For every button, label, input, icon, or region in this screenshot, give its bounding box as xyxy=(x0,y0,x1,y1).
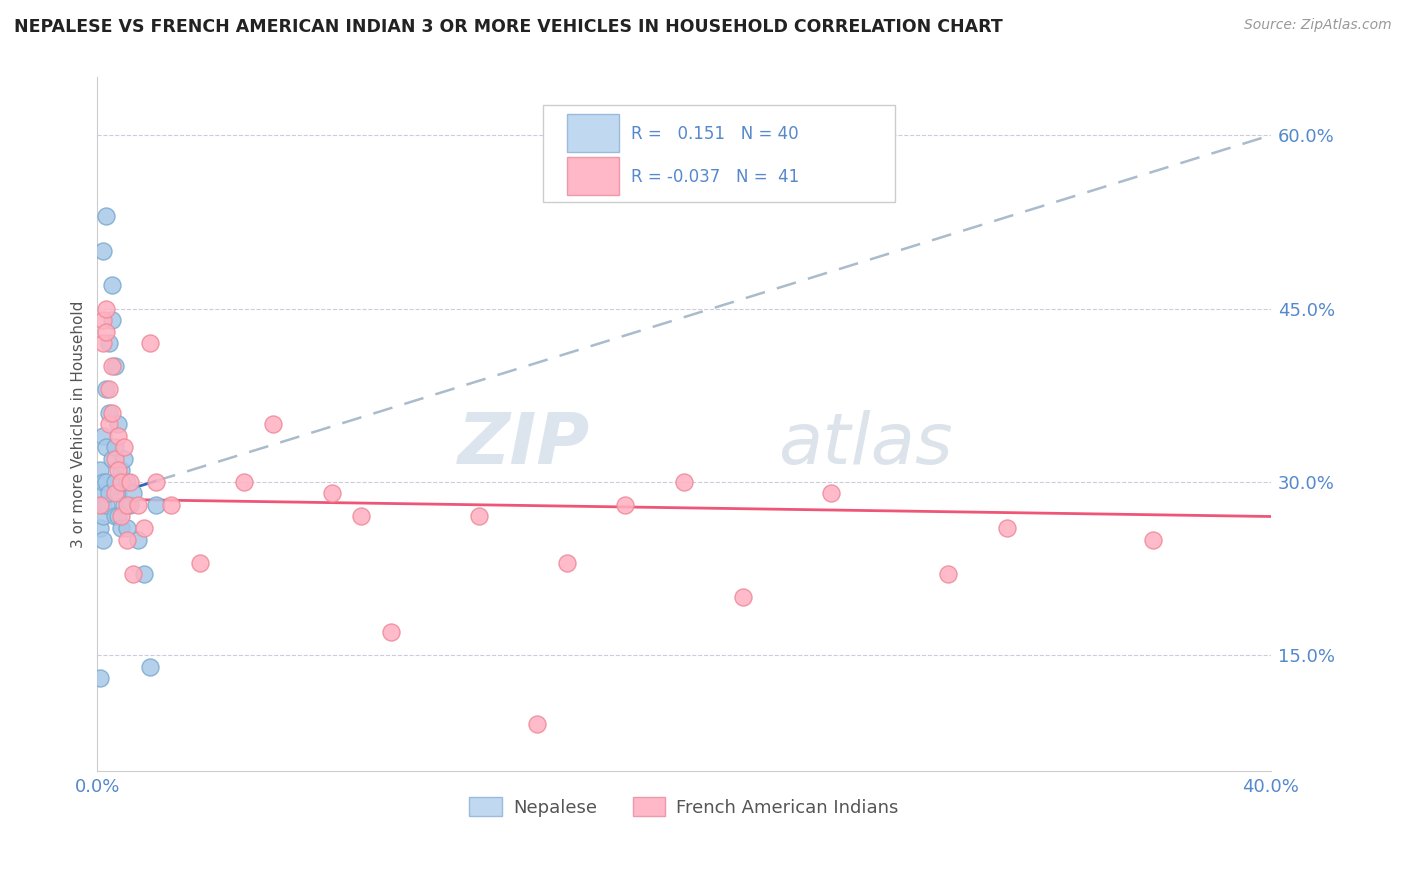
Point xyxy=(262,417,284,431)
Point xyxy=(110,521,132,535)
Point xyxy=(91,428,114,442)
Point xyxy=(94,301,117,316)
Point xyxy=(673,475,696,489)
Point xyxy=(91,336,114,351)
Point xyxy=(115,475,138,489)
Legend: Nepalese, French American Indians: Nepalese, French American Indians xyxy=(463,790,905,824)
Point xyxy=(104,359,127,374)
Point xyxy=(101,451,124,466)
Point xyxy=(121,567,143,582)
Bar xyxy=(567,157,620,195)
Point xyxy=(127,533,149,547)
Text: NEPALESE VS FRENCH AMERICAN INDIAN 3 OR MORE VEHICLES IN HOUSEHOLD CORRELATION C: NEPALESE VS FRENCH AMERICAN INDIAN 3 OR … xyxy=(14,18,1002,36)
Text: atlas: atlas xyxy=(778,410,952,479)
Point xyxy=(98,383,121,397)
Point xyxy=(91,498,114,512)
Point xyxy=(731,591,754,605)
Point xyxy=(104,509,127,524)
Point xyxy=(89,463,111,477)
Point xyxy=(110,463,132,477)
Point xyxy=(467,509,489,524)
Point xyxy=(94,325,117,339)
Point xyxy=(101,313,124,327)
Point xyxy=(104,486,127,500)
Point xyxy=(101,359,124,374)
Point xyxy=(104,475,127,489)
Point xyxy=(380,625,402,640)
Point xyxy=(118,498,141,512)
Point xyxy=(526,717,548,731)
Text: R =   0.151   N = 40: R = 0.151 N = 40 xyxy=(631,125,799,143)
FancyBboxPatch shape xyxy=(543,105,896,202)
Point xyxy=(89,486,111,500)
Point xyxy=(118,475,141,489)
Point xyxy=(94,440,117,454)
Point xyxy=(91,533,114,547)
Point xyxy=(188,556,211,570)
Point xyxy=(94,383,117,397)
Point xyxy=(127,498,149,512)
Point xyxy=(94,209,117,223)
Point xyxy=(112,451,135,466)
Point xyxy=(139,336,162,351)
Point xyxy=(555,556,578,570)
Point xyxy=(91,313,114,327)
Point xyxy=(91,475,114,489)
Point xyxy=(89,671,111,685)
Point xyxy=(1142,533,1164,547)
Point xyxy=(115,498,138,512)
Point xyxy=(139,659,162,673)
Point xyxy=(94,498,117,512)
Y-axis label: 3 or more Vehicles in Household: 3 or more Vehicles in Household xyxy=(72,301,86,548)
Text: Source: ZipAtlas.com: Source: ZipAtlas.com xyxy=(1244,18,1392,32)
Point xyxy=(104,451,127,466)
Bar xyxy=(567,114,620,153)
Point xyxy=(614,498,637,512)
Point xyxy=(134,567,156,582)
Point xyxy=(94,475,117,489)
Point xyxy=(936,567,959,582)
Point xyxy=(89,521,111,535)
Point xyxy=(107,428,129,442)
Point xyxy=(145,475,167,489)
Text: ZIP: ZIP xyxy=(458,410,591,479)
Point xyxy=(107,463,129,477)
Point xyxy=(145,498,167,512)
Point xyxy=(134,521,156,535)
Point xyxy=(995,521,1018,535)
Point xyxy=(321,486,343,500)
Point xyxy=(89,498,111,512)
Point xyxy=(233,475,256,489)
Point xyxy=(107,486,129,500)
Point xyxy=(101,405,124,419)
Point xyxy=(91,244,114,258)
Point xyxy=(91,509,114,524)
Point xyxy=(159,498,181,512)
Point xyxy=(104,440,127,454)
Point xyxy=(98,405,121,419)
Text: R = -0.037   N =  41: R = -0.037 N = 41 xyxy=(631,168,800,186)
Point xyxy=(107,417,129,431)
Point xyxy=(820,486,842,500)
Point xyxy=(98,417,121,431)
Point xyxy=(98,486,121,500)
Point xyxy=(110,475,132,489)
Point xyxy=(112,498,135,512)
Point xyxy=(107,509,129,524)
Point xyxy=(121,486,143,500)
Point xyxy=(115,533,138,547)
Point xyxy=(110,509,132,524)
Point xyxy=(115,521,138,535)
Point xyxy=(112,440,135,454)
Point xyxy=(350,509,373,524)
Point xyxy=(98,336,121,351)
Point xyxy=(101,278,124,293)
